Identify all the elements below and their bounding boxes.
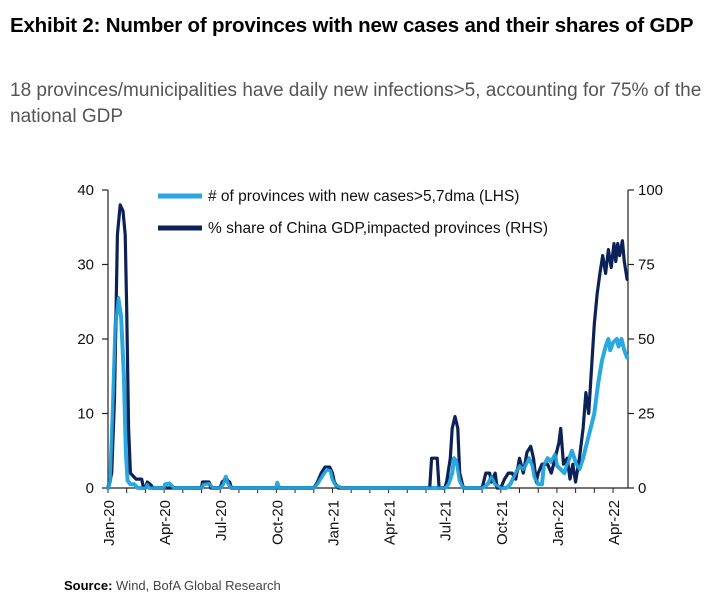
y-left-tick-label: 0 [86,480,94,497]
x-tick-label: Apr-20 [157,500,174,545]
y-right-tick-label: 0 [638,480,646,497]
x-tick-label: Jan-21 [325,500,342,546]
source-note: Source: Wind, BofA Global Research [64,578,281,593]
chart-axes: 0 10 20 30 40 0 25 50 75 100 Jan-20 Apr-20 Jul-20 Oct… [77,182,663,546]
y-right-tick-label: 25 [638,406,655,423]
series-line-gdp-share [106,203,629,490]
chart-subtitle: 18 provinces/municipalities have daily n… [10,80,702,127]
y-left-tick-label: 10 [77,406,94,423]
x-tick-label: Jan-22 [550,500,567,546]
legend-label-1: % share of China GDP,impacted provinces … [208,220,548,237]
y-left-tick-label: 20 [77,331,94,348]
y-left-tick-label: 40 [77,182,94,199]
y-right-tick-label: 75 [638,257,655,274]
chart: 0 10 20 30 40 0 25 50 75 100 Jan-20 Apr-20 Jul-20 Oct… [77,182,663,546]
x-tick-label: Jul-20 [213,500,230,541]
chart-legend: # of provinces with new cases>5,7dma (LH… [158,188,548,237]
x-tick-label: Jul-21 [438,500,455,541]
x-tick-label: Jan-20 [101,500,118,546]
chart-series [106,203,630,490]
x-tick-label: Apr-21 [382,500,399,545]
x-tick-label: Oct-20 [269,500,286,545]
source-text: Wind, BofA Global Research [116,578,281,593]
y-right-tick-label: 50 [638,331,655,348]
legend-label-0: # of provinces with new cases>5,7dma (LH… [208,188,519,205]
x-tick-label: Apr-22 [606,500,623,545]
x-tick-label: Oct-21 [494,500,511,545]
chart-title: Exhibit 2: Number of provinces with new … [10,14,694,37]
y-right-tick-label: 100 [638,182,663,199]
y-left-tick-label: 30 [77,257,94,274]
series-line-provinces-overlay [106,296,629,490]
source-label: Source: [64,578,113,593]
